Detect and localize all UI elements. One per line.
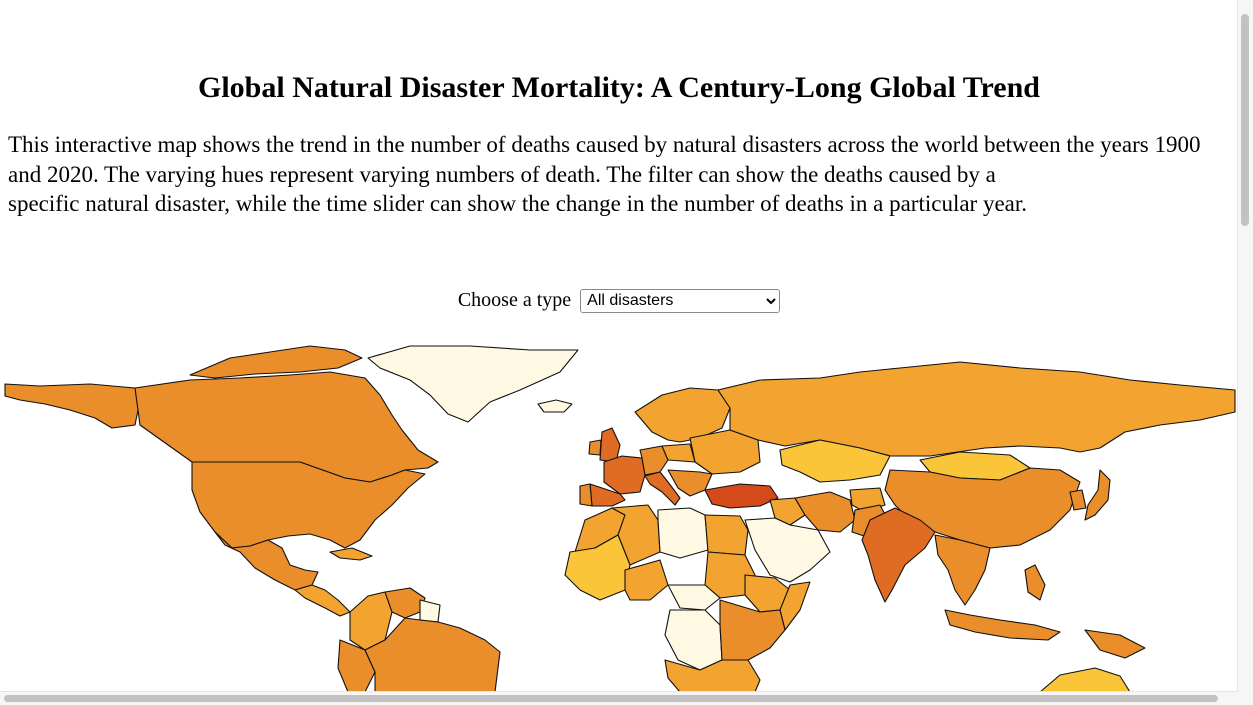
region-france[interactable] bbox=[603, 455, 646, 495]
region-canada-islands[interactable] bbox=[189, 345, 363, 379]
region-arabia[interactable] bbox=[744, 517, 831, 583]
region-nigeria[interactable] bbox=[624, 559, 669, 601]
description-line-1: This interactive map shows the trend in … bbox=[8, 132, 1201, 187]
region-turkey[interactable] bbox=[704, 483, 779, 509]
region-guyana[interactable] bbox=[419, 599, 441, 623]
region-libya[interactable] bbox=[657, 507, 709, 559]
disaster-type-select[interactable]: All disasters bbox=[580, 288, 781, 313]
region-southeast-asia[interactable] bbox=[934, 534, 991, 606]
region-portugal[interactable] bbox=[579, 483, 593, 507]
page-title: Global Natural Disaster Mortality: A Cen… bbox=[198, 71, 1040, 104]
region-cuba[interactable] bbox=[329, 547, 373, 561]
region-east-africa[interactable] bbox=[719, 599, 786, 661]
world-map-svg[interactable] bbox=[0, 340, 1238, 692]
region-kazakhstan[interactable] bbox=[779, 439, 891, 483]
region-egypt[interactable] bbox=[704, 514, 749, 556]
description-line-2: specific natural disaster, while the tim… bbox=[8, 191, 1028, 216]
region-greenland[interactable] bbox=[367, 345, 579, 423]
region-dr-congo[interactable] bbox=[664, 609, 723, 671]
region-korea[interactable] bbox=[1069, 489, 1087, 511]
scrollbar-corner bbox=[1238, 692, 1253, 705]
region-mexico[interactable] bbox=[214, 531, 319, 591]
vertical-scrollbar-thumb[interactable] bbox=[1241, 14, 1249, 226]
region-central-african-republic[interactable] bbox=[667, 584, 721, 611]
region-russia[interactable] bbox=[717, 361, 1236, 457]
horizontal-scrollbar[interactable] bbox=[0, 691, 1238, 705]
region-italy[interactable] bbox=[644, 471, 681, 506]
region-australia[interactable] bbox=[1039, 667, 1131, 692]
vertical-scrollbar[interactable] bbox=[1237, 0, 1253, 692]
region-colombia[interactable] bbox=[349, 591, 393, 651]
region-iran[interactable] bbox=[794, 491, 856, 533]
disaster-type-filter: Choose a type All disasters bbox=[0, 287, 1238, 313]
horizontal-scrollbar-thumb[interactable] bbox=[4, 695, 1218, 702]
page-description: This interactive map shows the trend in … bbox=[8, 130, 1233, 219]
region-japan[interactable] bbox=[1084, 469, 1111, 521]
region-iceland[interactable] bbox=[537, 399, 573, 413]
region-ireland[interactable] bbox=[588, 439, 602, 456]
region-philippines[interactable] bbox=[1024, 564, 1046, 601]
region-alaska[interactable] bbox=[4, 383, 141, 429]
region-new-guinea[interactable] bbox=[1084, 629, 1146, 659]
region-southern-africa[interactable] bbox=[664, 659, 761, 692]
region-brazil[interactable] bbox=[364, 617, 501, 692]
disaster-type-label: Choose a type bbox=[457, 289, 572, 311]
world-map[interactable] bbox=[0, 340, 1238, 692]
region-scandinavia[interactable] bbox=[634, 387, 731, 443]
region-indonesia[interactable] bbox=[944, 609, 1061, 641]
region-india[interactable] bbox=[861, 507, 936, 603]
region-somalia[interactable] bbox=[779, 581, 811, 631]
region-central-america[interactable] bbox=[294, 584, 351, 617]
region-united-kingdom[interactable] bbox=[599, 427, 621, 463]
region-iraq[interactable] bbox=[769, 497, 806, 526]
